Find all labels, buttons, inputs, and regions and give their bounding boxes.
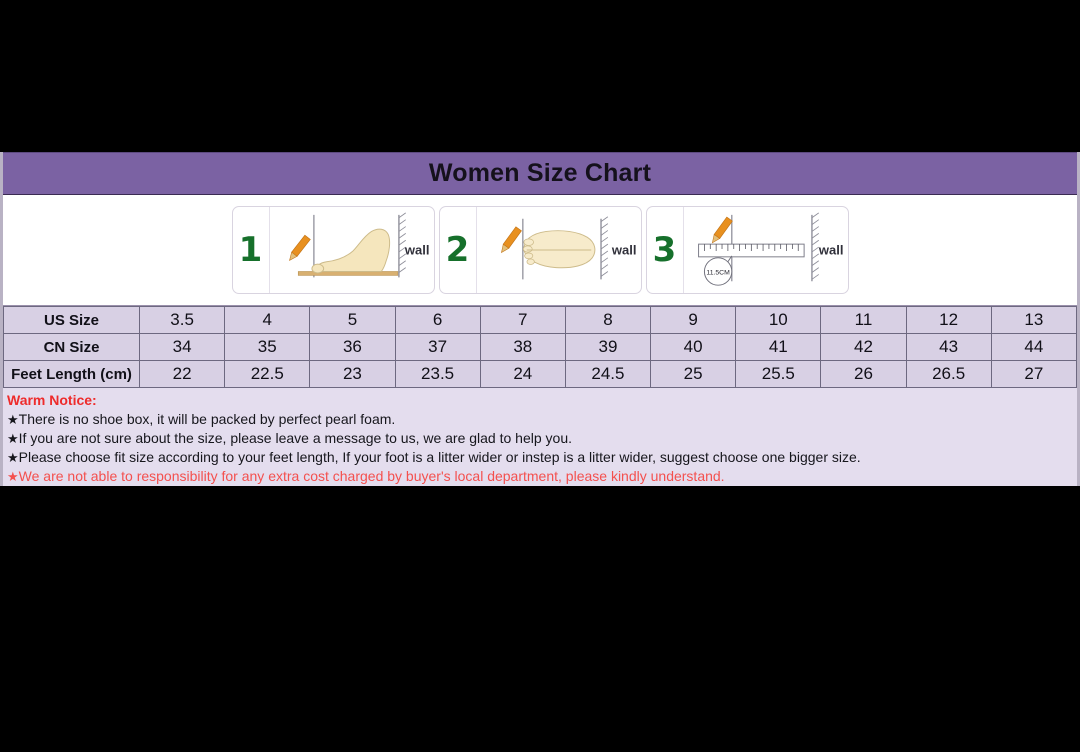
cell-len-0: 22 <box>138 360 226 388</box>
cell-cn-5: 39 <box>564 333 652 361</box>
cell-len-6: 25 <box>650 360 737 388</box>
star-icon: ★ <box>7 412 19 427</box>
cell-len-3: 23.5 <box>394 360 481 388</box>
cell-cn-7: 41 <box>735 333 822 361</box>
warm-notice-heading: Warm Notice: <box>7 392 97 408</box>
step-number-2: 2 <box>440 207 477 293</box>
ruler-measure-icon: 11.5CM <box>684 207 848 293</box>
cell-cn-1: 35 <box>224 333 311 361</box>
notice-line-3: ★Please choose fit size according to you… <box>7 448 1073 467</box>
cell-us-10: 13 <box>990 306 1077 334</box>
cell-len-9: 26.5 <box>905 360 992 388</box>
step-number-1: 1 <box>233 207 270 293</box>
cell-len-4: 24 <box>479 360 566 388</box>
cell-us-2: 5 <box>309 306 396 334</box>
notice-line-3-text: Please choose fit size according to your… <box>18 449 861 465</box>
measure-instructions-strip: 1 <box>3 195 1077 306</box>
star-icon: ★ <box>7 450 19 465</box>
cell-cn-4: 38 <box>479 333 566 361</box>
cell-len-8: 26 <box>820 360 907 388</box>
notice-line-2: ★If you are not sure about the size, ple… <box>7 429 1073 448</box>
table-row: US Size 3.5 4 5 6 7 8 9 10 11 12 13 <box>3 306 1077 334</box>
foot-top-view-icon: wall <box>477 207 641 293</box>
measure-panel-group: 1 <box>231 206 849 294</box>
cell-cn-2: 36 <box>309 333 396 361</box>
wall-label-3: wall <box>818 242 844 258</box>
size-chart-card: Women Size Chart 1 <box>0 152 1080 486</box>
page-title: Women Size Chart <box>428 159 652 187</box>
cell-us-5: 8 <box>564 306 652 334</box>
cell-len-10: 27 <box>990 360 1077 388</box>
cell-len-1: 22.5 <box>224 360 311 388</box>
wall-label-2: wall <box>611 242 637 258</box>
cell-len-5: 24.5 <box>564 360 652 388</box>
row-label-us-size: US Size <box>3 306 140 334</box>
chart-title-bar: Women Size Chart <box>3 152 1077 195</box>
row-label-feet-length: Feet Length (cm) <box>3 360 140 388</box>
cell-len-2: 23 <box>309 360 396 388</box>
notice-line-1-text: There is no shoe box, it will be packed … <box>18 411 396 427</box>
notice-line-4-text: We are not able to responsibility for an… <box>18 468 725 484</box>
cell-us-0: 3.5 <box>138 306 226 334</box>
wall-label-1: wall <box>404 242 430 258</box>
measure-step-1: 1 <box>231 206 435 294</box>
cell-us-4: 7 <box>479 306 566 334</box>
cell-cn-8: 42 <box>820 333 907 361</box>
cell-cn-0: 34 <box>138 333 226 361</box>
cell-us-7: 10 <box>735 306 822 334</box>
cell-us-8: 11 <box>820 306 907 334</box>
size-table: US Size 3.5 4 5 6 7 8 9 10 11 12 13 CN S… <box>3 306 1077 388</box>
star-icon: ★ <box>7 469 19 484</box>
cell-cn-6: 40 <box>650 333 737 361</box>
cell-cn-10: 44 <box>990 333 1077 361</box>
ruler-callout-value: 11.5CM <box>706 269 730 276</box>
cell-cn-9: 43 <box>905 333 992 361</box>
table-row: CN Size 34 35 36 37 38 39 40 41 42 43 44 <box>3 333 1077 361</box>
cell-us-6: 9 <box>650 306 737 334</box>
notice-line-1: ★There is no shoe box, it will be packed… <box>7 410 1073 429</box>
measure-step-3: 3 <box>645 206 849 294</box>
notice-line-2-text: If you are not sure about the size, plea… <box>18 430 572 446</box>
star-icon: ★ <box>7 431 19 446</box>
cell-us-1: 4 <box>224 306 311 334</box>
step-number-3: 3 <box>647 207 684 293</box>
warm-notice-block: Warm Notice: ★There is no shoe box, it w… <box>3 388 1077 486</box>
row-label-cn-size: CN Size <box>3 333 140 361</box>
notice-line-4: ★We are not able to responsibility for a… <box>7 467 1073 486</box>
foot-side-view-icon: wall <box>270 207 434 293</box>
measure-step-2: 2 <box>438 206 642 294</box>
cell-us-3: 6 <box>394 306 481 334</box>
cell-len-7: 25.5 <box>735 360 822 388</box>
table-row: Feet Length (cm) 22 22.5 23 23.5 24 24.5… <box>3 360 1077 388</box>
cell-cn-3: 37 <box>394 333 481 361</box>
cell-us-9: 12 <box>905 306 992 334</box>
